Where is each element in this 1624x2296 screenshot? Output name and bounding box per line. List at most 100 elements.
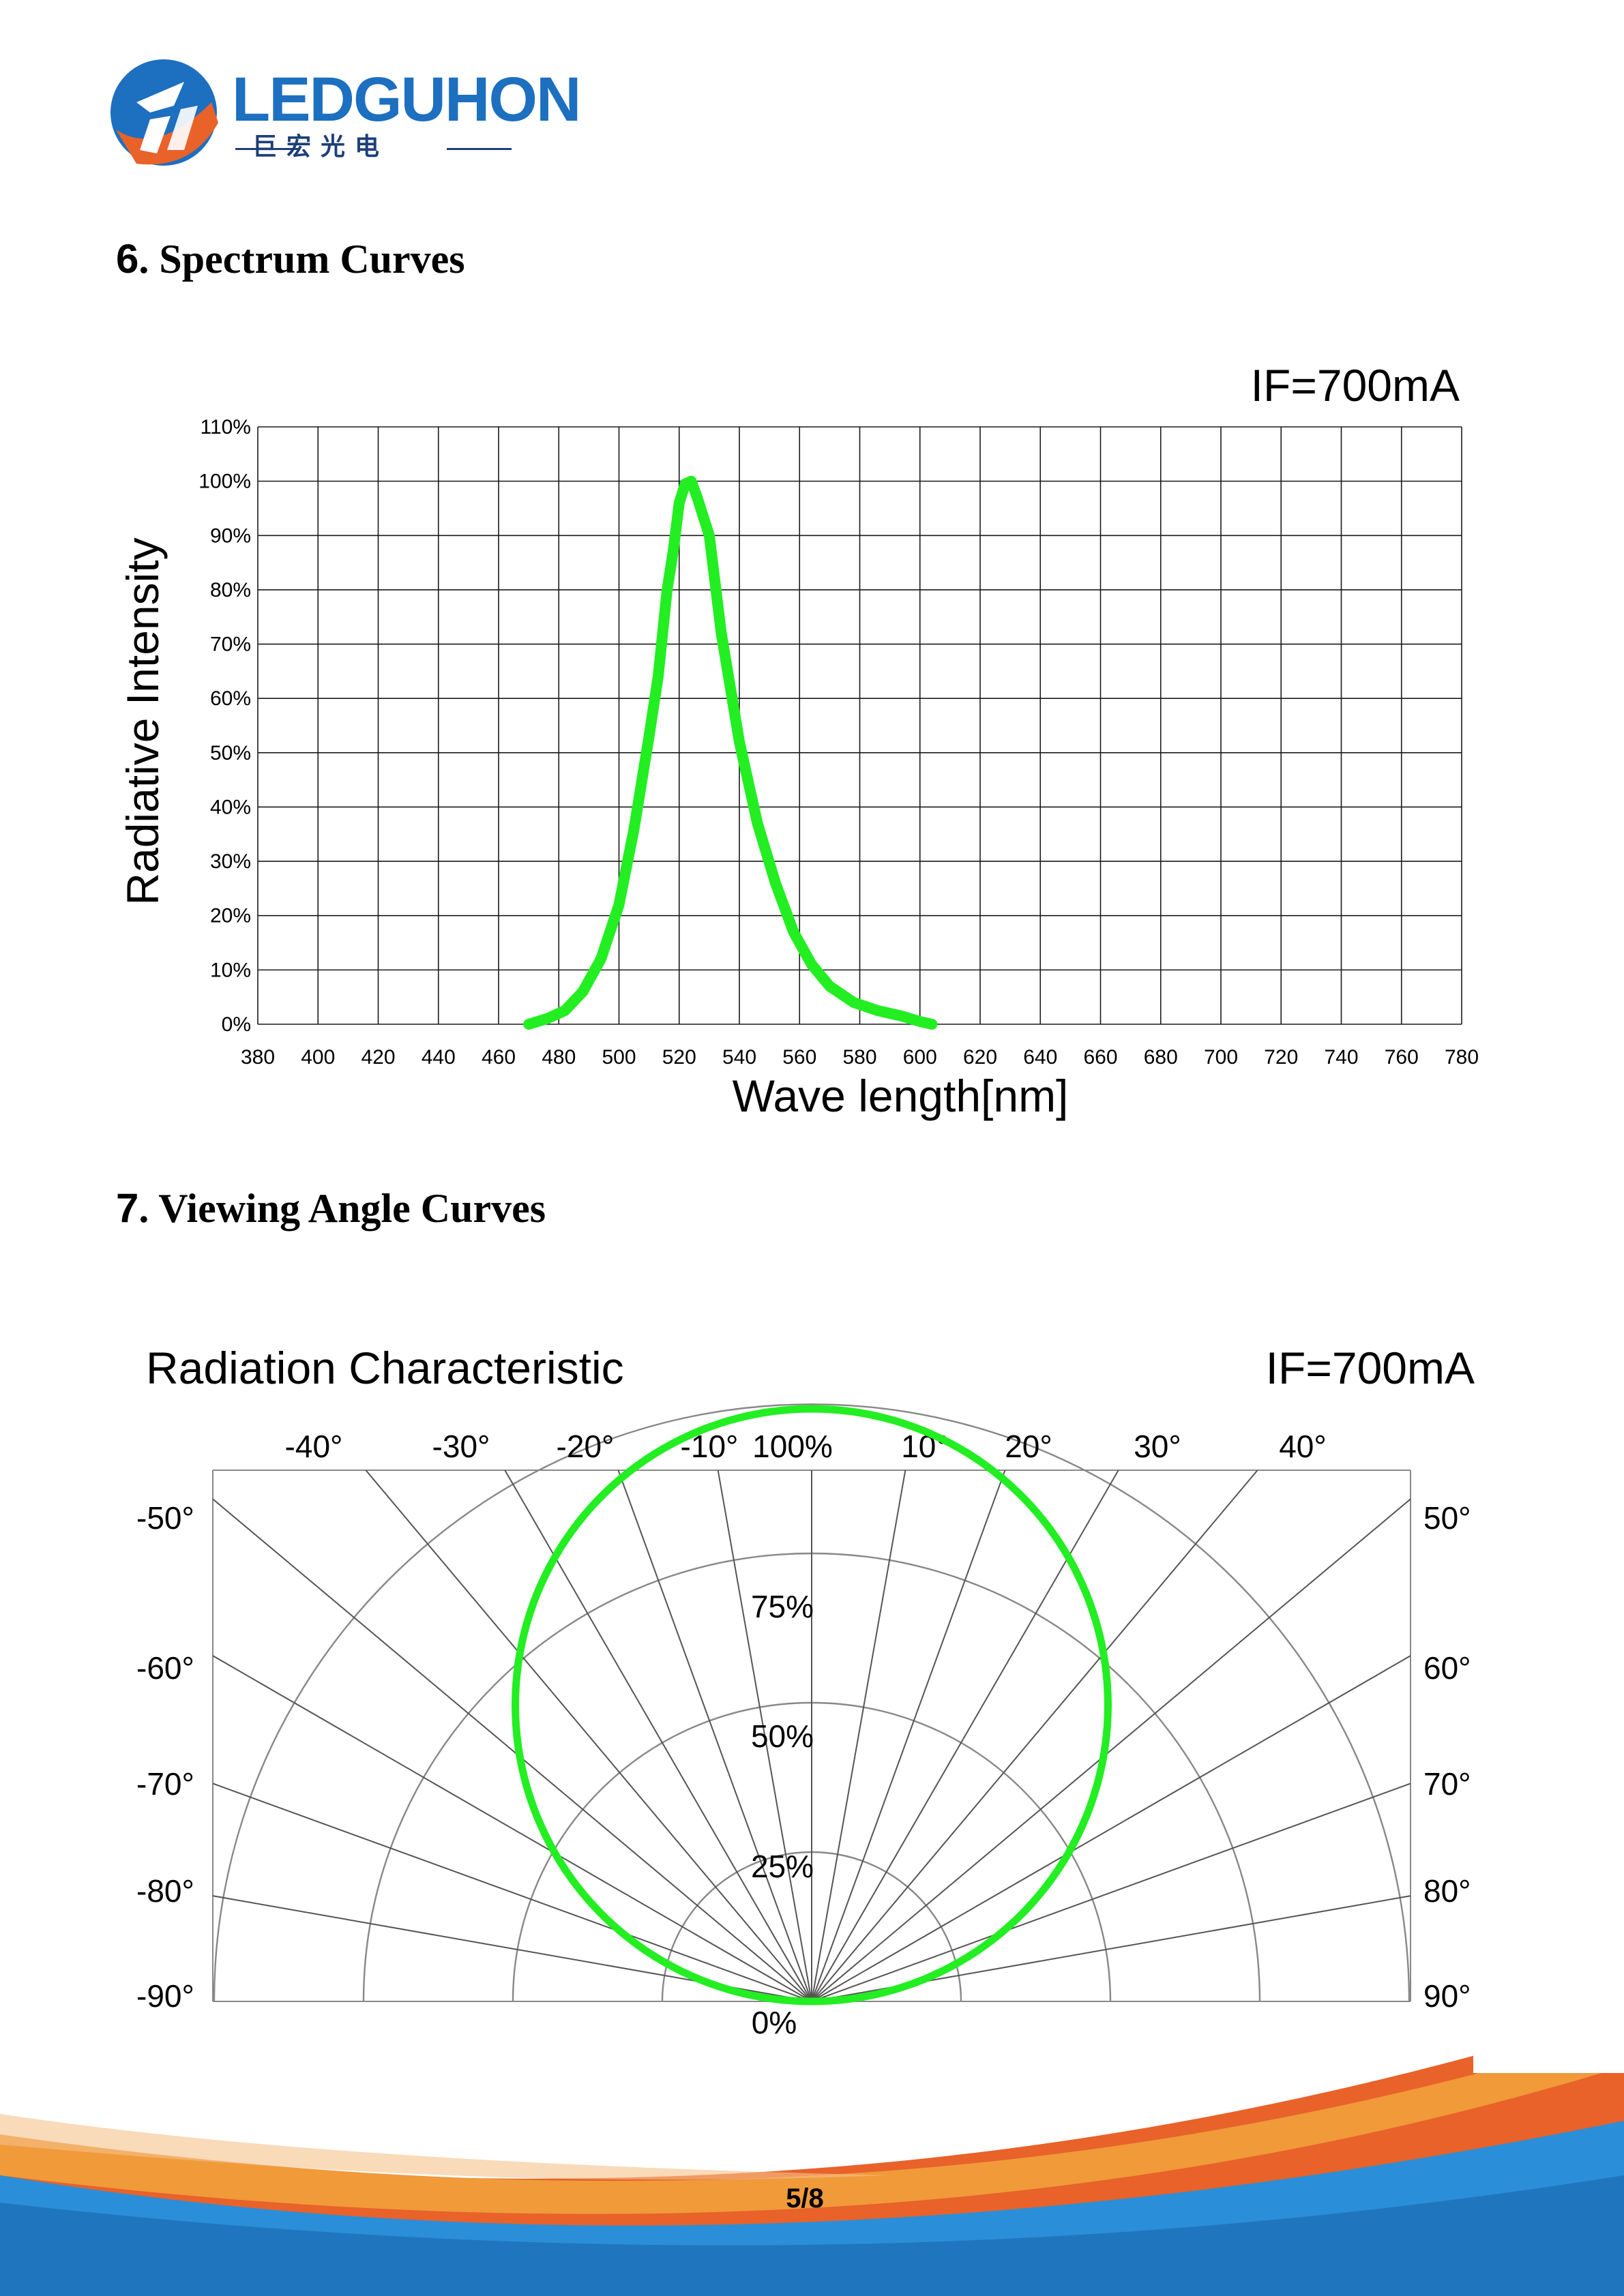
spectrum-x-tick-label: 580	[842, 1046, 876, 1069]
polar-spoke	[811, 1470, 1119, 2001]
section-number: 7	[116, 1185, 139, 1231]
spectrum-x-tick-label: 380	[241, 1046, 275, 1069]
polar-radial-label: 0%	[752, 2005, 797, 2040]
polar-angle-label-top: 40°	[1279, 1429, 1327, 1464]
polar-title: Radiation Characteristic	[146, 1343, 624, 1393]
polar-radial-label: 100%	[752, 1429, 833, 1464]
footer-wave-decoration	[0, 1998, 1624, 2296]
polar-angle-label-left: -70°	[136, 1766, 194, 1802]
polar-angle-label-left: -80°	[136, 1873, 194, 1909]
spectrum-condition: IF=700mA	[1251, 360, 1460, 411]
spectrum-x-tick-label: 400	[301, 1046, 335, 1069]
logo-name: LEDGUHON	[232, 65, 581, 134]
spectrum-x-tick-label: 700	[1204, 1046, 1238, 1069]
polar-angle-label-right: 90°	[1423, 1978, 1471, 2014]
spectrum-x-ticks: 380 400 420 440 460 480 500 520 540 560 580 600 620 6…	[241, 1046, 1479, 1069]
polar-angle-label-left: -60°	[136, 1650, 194, 1686]
spectrum-y-tick-label: 80%	[210, 579, 251, 601]
polar-radial-label: 75%	[751, 1589, 814, 1624]
spectrum-x-tick-label: 420	[361, 1046, 395, 1069]
spectrum-x-tick-label: 720	[1264, 1046, 1298, 1069]
spectrum-y-tick-label: 0%	[222, 1013, 251, 1036]
polar-angle-label-top: -20°	[557, 1429, 615, 1464]
polar-spoke	[811, 1497, 1411, 2001]
polar-spoke	[811, 1783, 1411, 2001]
polar-condition: IF=700mA	[1266, 1343, 1475, 1393]
polar-spoke	[717, 1470, 812, 2001]
section-title: . Viewing Angle Curves	[138, 1186, 546, 1231]
logo-rule-left	[235, 148, 300, 150]
polar-angle-label-top: -30°	[432, 1429, 490, 1464]
spectrum-chart: 380 400 420 440 460 480 500 520 540 560 580 600 620 6…	[117, 360, 1479, 1121]
polar-angle-label-left: -90°	[136, 1978, 194, 2014]
polar-labels: -40° -30° -20° -10° 10° 20° 30° 40°-50°-60°-70°…	[136, 1429, 1471, 2040]
polar-radial-label: 50%	[751, 1718, 814, 1754]
spectrum-x-tick-label: 780	[1445, 1046, 1479, 1069]
section-heading-spectrum: 6. Spectrum Curves	[116, 239, 465, 280]
spectrum-x-tick-label: 600	[903, 1046, 937, 1069]
logo-subtitle: 巨宏光电	[252, 133, 389, 161]
polar-ring	[213, 1403, 1411, 2002]
spectrum-y-tick-label: 50%	[210, 742, 251, 764]
spectrum-y-tick-label: 40%	[210, 796, 251, 818]
polar-angle-label-right: 80°	[1423, 1873, 1471, 1909]
spectrum-x-tick-label: 620	[963, 1046, 997, 1069]
company-logo: LEDGUHON 巨宏光电	[109, 55, 581, 170]
polar-spoke	[811, 1470, 1006, 2001]
spectrum-y-tick-label: 100%	[198, 471, 251, 493]
polar-spoke	[213, 1654, 812, 2001]
polar-spoke	[617, 1470, 812, 2001]
viewing-angle-chart: -40° -30° -20° -10° 10° 20° 30° 40°-50°-60°-70°…	[136, 1343, 1475, 2040]
spectrum-x-tick-label: 560	[782, 1046, 816, 1069]
polar-angle-label-top: 20°	[1005, 1429, 1052, 1464]
section-title: . Spectrum Curves	[138, 237, 465, 282]
polar-spoke	[504, 1470, 812, 2001]
polar-angle-label-right: 60°	[1423, 1650, 1471, 1686]
footer-overlay	[0, 2141, 1624, 2237]
spectrum-y-tick-label: 70%	[210, 633, 251, 656]
spectrum-y-tick-label: 60%	[210, 687, 251, 710]
spectrum-y-label: Radiative Intensity	[117, 537, 168, 905]
spectrum-y-tick-label: 20%	[210, 905, 251, 927]
logo-globe-icon	[110, 59, 218, 166]
logo-rule-right	[447, 148, 512, 150]
polar-spoke	[213, 1895, 812, 2001]
spectrum-x-tick-label: 640	[1023, 1046, 1057, 1069]
spectrum-y-ticks: 0% 10% 20% 30% 40% 50% 60% 70% 80% 90% 100% 110%	[198, 416, 251, 1036]
spectrum-grid	[257, 426, 1462, 1025]
polar-spoke	[811, 1895, 1411, 2001]
page-number: 5/8	[786, 2183, 824, 2213]
spectrum-y-tick-label: 110%	[200, 416, 251, 438]
polar-grid	[212, 1403, 1411, 2002]
spectrum-curve-line	[523, 475, 938, 1030]
polar-angle-label-top: -40°	[285, 1429, 343, 1464]
polar-angle-label-right: 70°	[1423, 1766, 1471, 1802]
spectrum-x-tick-label: 480	[542, 1046, 576, 1069]
polar-spoke	[365, 1470, 812, 2001]
spectrum-series	[523, 475, 938, 1030]
spectrum-x-tick-label: 540	[722, 1046, 756, 1069]
polar-spoke	[213, 1497, 812, 2001]
spectrum-y-tick-label: 90%	[210, 524, 251, 547]
section-number: 6	[116, 236, 139, 282]
polar-spoke	[811, 1470, 906, 2001]
polar-curve-line	[512, 1405, 1112, 2006]
spectrum-x-tick-label: 660	[1083, 1046, 1117, 1069]
spectrum-x-tick-label: 740	[1324, 1046, 1358, 1069]
polar-spoke	[811, 1470, 1258, 2001]
section-heading-viewing-angle: 7. Viewing Angle Curves	[116, 1188, 546, 1229]
spectrum-x-label: Wave length[nm]	[733, 1071, 1069, 1121]
spectrum-x-tick-label: 680	[1144, 1046, 1178, 1069]
spectrum-x-tick-label: 440	[422, 1046, 456, 1069]
polar-angle-label-left: -50°	[136, 1500, 194, 1536]
spectrum-x-tick-label: 760	[1385, 1046, 1419, 1069]
polar-spoke	[811, 1654, 1411, 2001]
polar-radial-label: 25%	[751, 1849, 814, 1884]
polar-series	[512, 1405, 1112, 2006]
polar-spoke	[213, 1783, 812, 2001]
polar-angle-label-right: 50°	[1423, 1500, 1471, 1536]
polar-angle-label-top: 30°	[1134, 1429, 1181, 1464]
spectrum-x-tick-label: 460	[482, 1046, 516, 1069]
spectrum-y-tick-label: 30%	[210, 850, 251, 873]
polar-spokes	[213, 1470, 1411, 2001]
